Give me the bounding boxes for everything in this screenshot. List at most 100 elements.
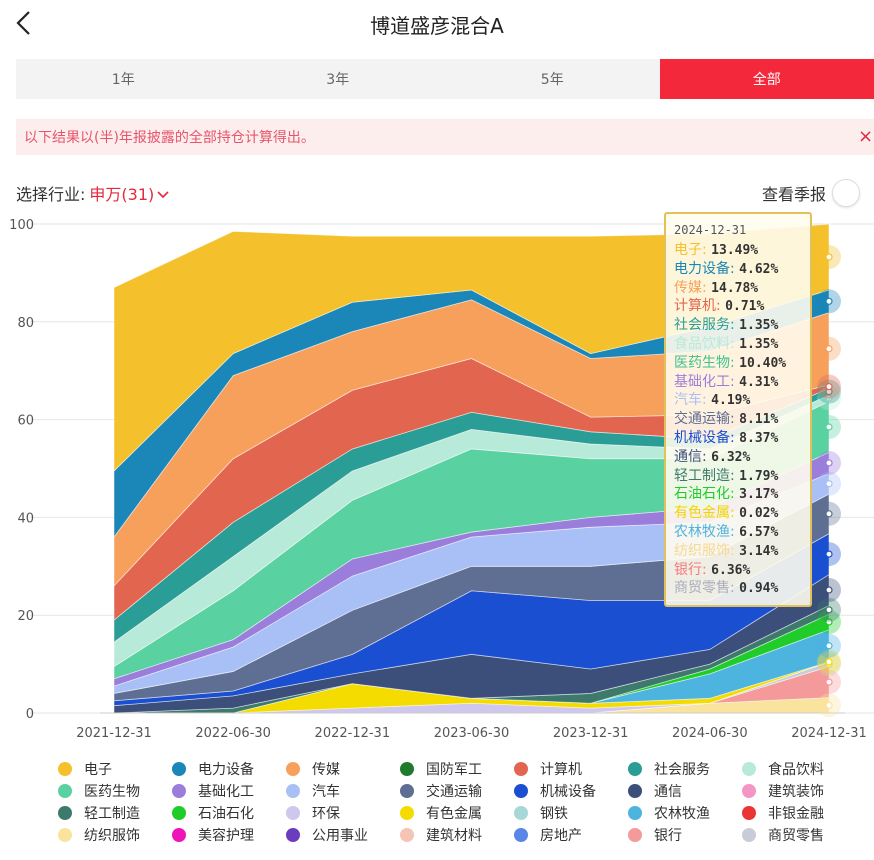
legend-marker [742, 806, 756, 820]
period-tabs: 1年 3年 5年 全部 [16, 59, 874, 99]
legend-marker [628, 784, 642, 798]
legend-label: 农林牧渔 [654, 806, 710, 822]
tooltip-series-value: 8.11% [739, 412, 779, 428]
legend-item[interactable]: 机械设备 [514, 782, 628, 800]
legend-label: 交通运输 [426, 784, 482, 800]
legend-item[interactable]: 建筑材料 [400, 826, 514, 844]
back-arrow-icon[interactable] [10, 8, 40, 38]
stacked-area-chart: 0 20 40 60 80 100 2021-12-31 2022-06-30 2022-12-… [9, 218, 874, 741]
legend-item[interactable]: 计算机 [514, 760, 628, 778]
highlight-point [825, 618, 833, 626]
legend-marker [742, 828, 756, 842]
legend-item[interactable]: 农林牧渔 [628, 804, 742, 822]
legend-label: 石油石化 [198, 806, 254, 822]
legend-item[interactable]: 公用事业 [286, 826, 400, 844]
legend-label: 国防军工 [426, 762, 482, 778]
y-tick-label: 80 [17, 316, 34, 331]
tooltip-row: 机械设备: 8.37% [674, 429, 779, 446]
legend-item[interactable]: 食品饮料 [742, 760, 856, 778]
legend-marker [172, 762, 186, 776]
legend-marker [172, 784, 186, 798]
legend-label: 纺织服饰 [84, 828, 140, 844]
highlight-point [825, 586, 833, 594]
tab-all[interactable]: 全部 [659, 59, 874, 99]
close-icon[interactable]: × [858, 126, 874, 147]
legend-label: 汽车 [312, 784, 340, 800]
legend-label: 轻工制造 [84, 806, 140, 822]
tooltip-series-name: 轻工制造 [674, 467, 730, 484]
legend-item[interactable]: 建筑装饰 [742, 782, 856, 800]
legend-item[interactable]: 电子 [58, 760, 172, 778]
y-tick-label: 100 [9, 218, 34, 233]
highlight-point [825, 550, 833, 558]
legend-item[interactable]: 社会服务 [628, 760, 742, 778]
tooltip-row: 通信: 6.32% [674, 448, 751, 465]
legend-item[interactable]: 石油石化 [172, 804, 286, 822]
legend-item[interactable]: 国防军工 [400, 760, 514, 778]
highlight-point [825, 678, 833, 686]
legend-marker [58, 762, 72, 776]
legend-item[interactable]: 医药生物 [58, 782, 172, 800]
x-tick-label: 2022-06-30 [195, 726, 271, 741]
tooltip-series-name: 食品饮料 [674, 335, 730, 352]
tooltip-series-value: 6.32% [711, 449, 751, 465]
tooltip-series-value: 4.31% [739, 374, 779, 390]
tooltip-series-value: 3.14% [739, 543, 779, 559]
legend-item[interactable]: 房地产 [514, 826, 628, 844]
header: 博道盛彦混合A [0, 0, 874, 48]
legend-item[interactable]: 交通运输 [400, 782, 514, 800]
highlight-point [825, 480, 833, 488]
y-tick-label: 20 [17, 609, 34, 624]
industry-dropdown[interactable]: 申万(31) [89, 181, 170, 205]
highlight-point [825, 345, 833, 353]
legend-item[interactable]: 美容护理 [172, 826, 286, 844]
legend-item[interactable]: 银行 [628, 826, 742, 844]
y-tick-label: 0 [26, 707, 34, 722]
legend-item[interactable]: 商贸零售 [742, 826, 856, 844]
tab-3y[interactable]: 3年 [326, 72, 350, 88]
season-toggle-row: 查看季报 [762, 179, 860, 207]
legend-item[interactable]: 非银金融 [742, 804, 856, 822]
tooltip-series-value: 14.78% [711, 280, 759, 296]
tab-5y[interactable]: 5年 [540, 72, 564, 88]
season-toggle[interactable] [832, 179, 860, 207]
tooltip-row: 农林牧渔: 6.57% [674, 523, 779, 540]
legend-marker [400, 784, 414, 798]
legend-marker [58, 784, 72, 798]
legend-marker [742, 762, 756, 776]
legend-item[interactable]: 纺织服饰 [58, 826, 172, 844]
industry-label: 选择行业: [16, 185, 86, 204]
legend-marker [514, 806, 528, 820]
legend-marker [628, 828, 642, 842]
tooltip-series-name: 计算机 [674, 298, 716, 315]
tooltip-series-name: 商贸零售 [674, 580, 730, 597]
legend-item[interactable]: 环保 [286, 804, 400, 822]
legend-item[interactable]: 基础化工 [172, 782, 286, 800]
legend-item[interactable]: 传媒 [286, 760, 400, 778]
tooltip-series-name: 农林牧渔 [674, 523, 730, 540]
notice-banner: 以下结果以(半)年报披露的全部持仓计算得出。 × [16, 119, 874, 155]
legend-item[interactable]: 有色金属 [400, 804, 514, 822]
tooltip-series-name: 基础化工 [674, 373, 730, 390]
legend-marker [172, 828, 186, 842]
tab-1y[interactable]: 1年 [111, 72, 135, 88]
legend-item[interactable]: 钢铁 [514, 804, 628, 822]
legend-item[interactable]: 电力设备 [172, 760, 286, 778]
legend-label: 建筑装饰 [768, 784, 824, 800]
legend-marker [58, 806, 72, 820]
tooltip-series-name: 电子 [674, 242, 702, 258]
season-label: 查看季报 [761, 185, 826, 204]
legend-item[interactable]: 通信 [628, 782, 742, 800]
highlight-point [825, 253, 833, 261]
legend-label: 非银金融 [768, 806, 824, 822]
legend-label: 商贸零售 [768, 828, 824, 844]
tooltip-series-name: 纺织服饰 [674, 542, 730, 559]
legend-item[interactable]: 汽车 [286, 782, 400, 800]
legend-label: 传媒 [312, 762, 340, 778]
legend-item[interactable]: 轻工制造 [58, 804, 172, 822]
tooltip-row: 电子: 13.49% [674, 242, 759, 258]
highlight-point [825, 701, 833, 709]
legend-marker [58, 828, 72, 842]
tooltip-row: 交通运输: 8.11% [674, 411, 779, 428]
highlight-point [825, 606, 833, 614]
